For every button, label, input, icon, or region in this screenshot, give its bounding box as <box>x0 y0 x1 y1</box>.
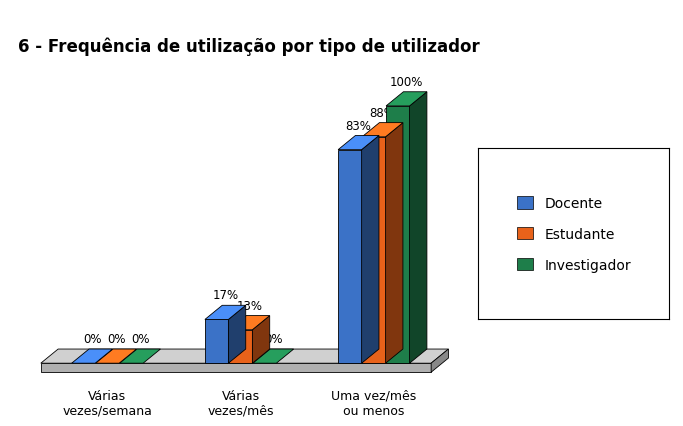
Polygon shape <box>41 349 449 363</box>
Text: 83%: 83% <box>346 119 372 132</box>
Text: 0%: 0% <box>107 332 125 345</box>
Polygon shape <box>120 349 161 363</box>
Polygon shape <box>362 124 403 138</box>
Polygon shape <box>72 349 113 363</box>
Polygon shape <box>362 138 386 363</box>
Polygon shape <box>205 305 246 320</box>
Polygon shape <box>253 316 270 363</box>
Text: 0%: 0% <box>264 332 283 345</box>
Polygon shape <box>386 124 403 363</box>
Polygon shape <box>229 316 270 330</box>
Text: 0%: 0% <box>131 332 150 345</box>
Polygon shape <box>205 320 228 363</box>
Text: 17%: 17% <box>212 289 238 302</box>
Polygon shape <box>228 305 246 363</box>
Polygon shape <box>96 349 137 363</box>
Title: 6 - Frequência de utilização por tipo de utilizador: 6 - Frequência de utilização por tipo de… <box>18 37 480 55</box>
Legend: Docente, Estudante, Investigador: Docente, Estudante, Investigador <box>511 191 637 277</box>
Polygon shape <box>338 136 379 150</box>
Polygon shape <box>229 330 253 363</box>
Text: 88%: 88% <box>370 106 395 120</box>
Text: 13%: 13% <box>236 299 262 312</box>
Polygon shape <box>386 92 427 106</box>
Text: 100%: 100% <box>390 76 423 89</box>
Text: 0%: 0% <box>83 332 101 345</box>
Polygon shape <box>338 150 361 363</box>
Polygon shape <box>253 349 294 363</box>
Polygon shape <box>41 363 431 372</box>
Polygon shape <box>386 106 410 363</box>
Polygon shape <box>431 349 449 372</box>
Polygon shape <box>361 136 379 363</box>
Polygon shape <box>410 92 427 363</box>
